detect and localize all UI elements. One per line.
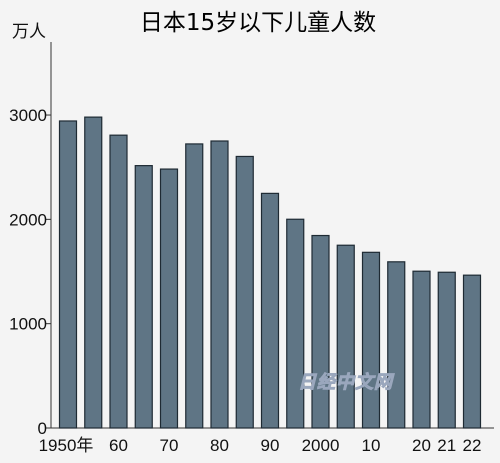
x-tick-label: 22 [463,436,482,455]
x-tick-label: 90 [261,436,280,455]
watermark-text: 日经中文网 [298,372,395,393]
x-tick-labels: 1950年 60 70 80 90 2000 10 20 21 22 [39,436,482,455]
bar [462,274,482,429]
y-tick-label: 1000 [9,315,47,334]
x-tick-label: 80 [210,436,229,455]
y-ticks: 0 1000 2000 3000 [9,106,51,438]
x-tick-label: 60 [109,436,128,455]
x-tick-label: 10 [362,436,381,455]
bar [109,134,128,429]
bar [286,218,305,429]
bar [185,143,204,429]
x-tick-label: 1950年 [39,436,94,455]
bar [58,120,78,429]
x-tick-label: 21 [437,436,456,455]
chart-title: 日本15岁以下儿童人数 [140,10,376,36]
x-tick-label: 70 [160,436,179,455]
bar [84,116,103,429]
bar [437,271,456,429]
bar [235,155,254,429]
y-axis-unit-label: 万人 [12,22,46,42]
bar [260,192,280,429]
x-tick-label: 2000 [302,436,340,455]
bar [210,140,229,429]
bar [159,168,179,429]
y-tick-label: 2000 [9,210,47,229]
bar [361,251,381,429]
bar [311,234,330,429]
bar [134,165,153,429]
x-tick-label: 20 [412,436,431,455]
y-tick-label: 3000 [9,106,47,125]
bars [58,116,482,429]
bar [336,244,355,429]
y-tick-label: 0 [38,419,47,438]
bar [387,261,406,429]
bar [412,270,431,429]
